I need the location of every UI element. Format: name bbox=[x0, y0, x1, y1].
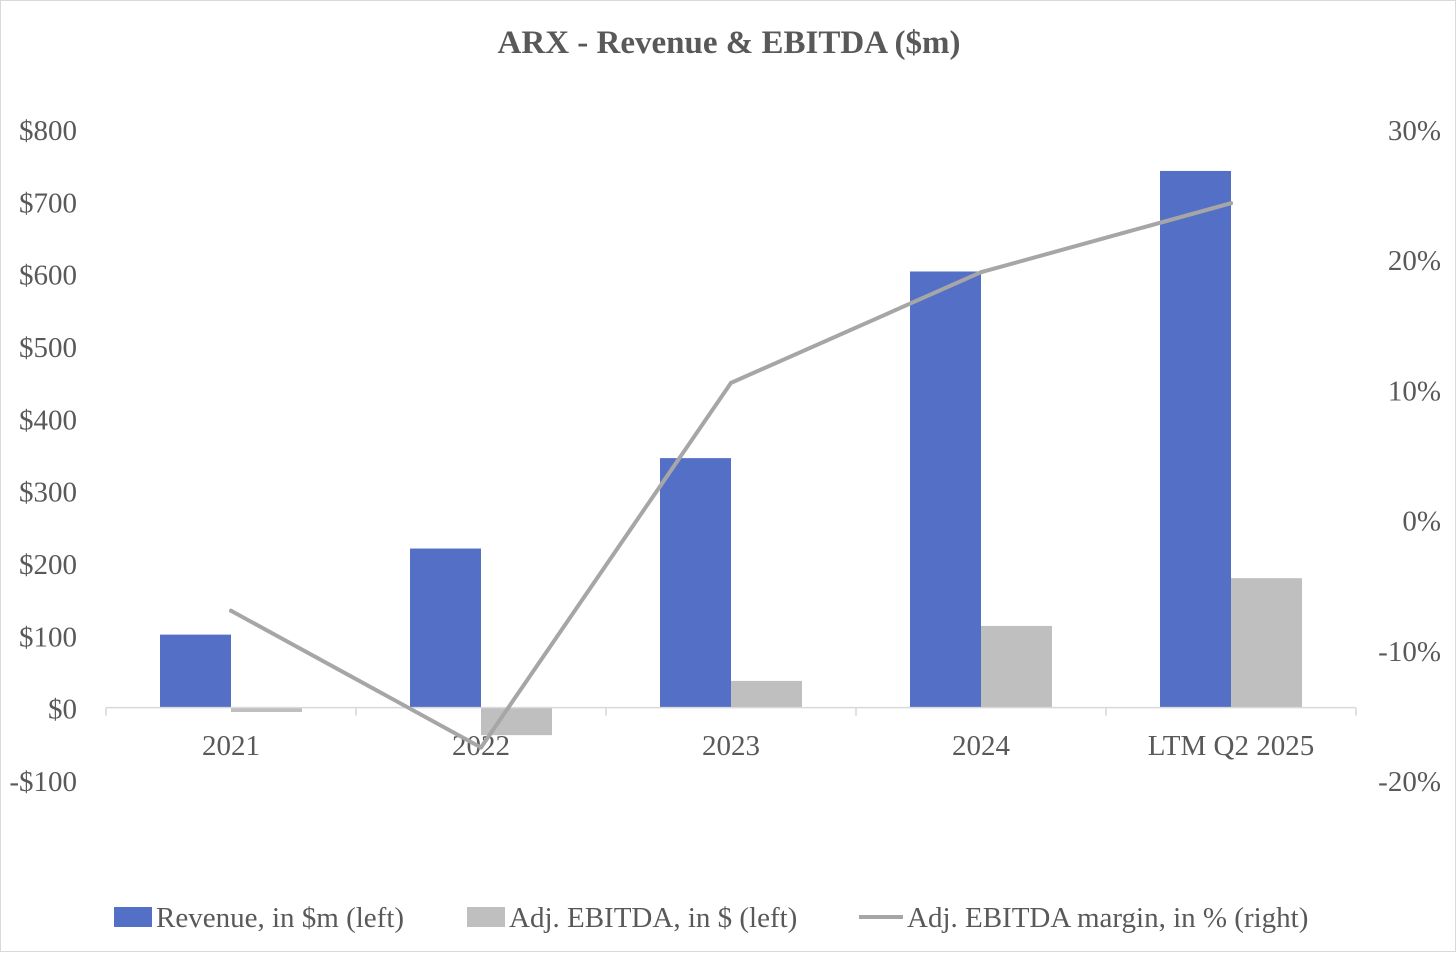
ebitda-bar bbox=[231, 707, 302, 713]
legend: Revenue, in $m (left) Adj. EBITDA, in $ (… bbox=[114, 902, 1308, 934]
left-tick-label: $800 bbox=[19, 115, 77, 147]
ebitda-bar bbox=[1231, 578, 1302, 708]
revenue-bar bbox=[410, 548, 481, 708]
revenue-bar bbox=[660, 458, 731, 708]
category-label: LTM Q2 2025 bbox=[1148, 730, 1315, 762]
legend-revenue-swatch bbox=[114, 907, 152, 927]
legend-margin-label: Adj. EBITDA margin, in % (right) bbox=[907, 902, 1308, 934]
margin-point bbox=[479, 745, 483, 750]
right-tick-label: 0% bbox=[1402, 506, 1441, 538]
ebitda-bar bbox=[731, 680, 802, 708]
category-label: 2021 bbox=[202, 730, 260, 762]
margin-point bbox=[1229, 201, 1233, 206]
left-axis: -$100 $0 $100 $200 $300 $400 $500 $600 $700 $800 bbox=[9, 115, 77, 798]
x-axis-labels: 2021 2022 2023 2024 LTM Q2 2025 bbox=[202, 730, 1314, 762]
category-label: 2023 bbox=[702, 730, 760, 762]
right-tick-label: 30% bbox=[1388, 115, 1441, 147]
x-axis bbox=[105, 706, 1357, 716]
right-tick-label: -20% bbox=[1378, 766, 1441, 798]
left-tick-label: $0 bbox=[48, 694, 77, 726]
left-tick-label: $200 bbox=[19, 549, 77, 581]
margin-point bbox=[729, 380, 733, 385]
right-axis: -20% -10% 0% 10% 20% 30% bbox=[1378, 115, 1441, 798]
bars-group bbox=[160, 170, 1302, 736]
revenue-bar bbox=[910, 271, 981, 708]
ebitda-bar bbox=[981, 625, 1052, 708]
chart-title: ARX - Revenue & EBITDA ($m) bbox=[498, 25, 961, 61]
left-tick-label: $300 bbox=[19, 477, 77, 509]
revenue-bar bbox=[160, 634, 231, 708]
right-tick-label: 20% bbox=[1388, 245, 1441, 277]
revenue-bar bbox=[1160, 170, 1231, 708]
category-label: 2024 bbox=[952, 730, 1011, 762]
margin-line-group bbox=[229, 201, 1233, 750]
left-tick-label: $400 bbox=[19, 404, 77, 436]
right-tick-label: -10% bbox=[1378, 636, 1441, 668]
legend-ebitda-label: Adj. EBITDA, in $ (left) bbox=[509, 902, 797, 934]
left-tick-label: $500 bbox=[19, 332, 77, 364]
left-tick-label: -$100 bbox=[9, 766, 77, 798]
left-tick-label: $100 bbox=[19, 621, 77, 653]
margin-point bbox=[229, 608, 233, 613]
legend-ebitda-swatch bbox=[467, 907, 505, 927]
margin-point bbox=[979, 270, 983, 275]
right-tick-label: 10% bbox=[1388, 375, 1441, 407]
left-tick-label: $600 bbox=[19, 260, 77, 292]
left-tick-label: $700 bbox=[19, 187, 77, 219]
legend-revenue-label: Revenue, in $m (left) bbox=[156, 902, 404, 934]
